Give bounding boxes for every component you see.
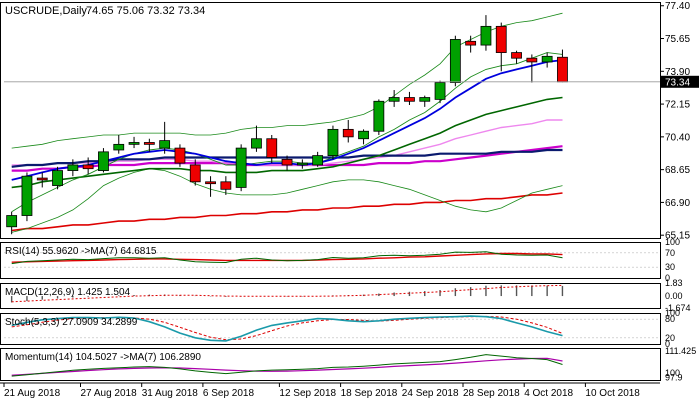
time-tick-label: 31 Aug 2018	[142, 388, 199, 399]
macd-title: MACD(12,26,9) 1.425 1.504	[5, 287, 131, 298]
momentum-tick-label: 111.425	[665, 346, 696, 356]
momentum-ma-line	[11, 357, 563, 376]
panel-frame-rsi	[0, 242, 661, 279]
stoch-tick-label: 20	[665, 333, 675, 343]
candle-body	[6, 215, 18, 228]
candle-body	[98, 151, 109, 171]
bollinger-lower-line	[11, 168, 563, 233]
time-tick-label: 21 Aug 2018	[4, 388, 61, 399]
panel-frame-mom	[0, 348, 661, 381]
candle-body	[189, 164, 201, 183]
time-tick-label: 4 Oct 2018	[524, 388, 573, 399]
price-tick-label: 66.90	[665, 198, 690, 209]
candle-body	[281, 158, 293, 166]
candle-body	[113, 143, 125, 151]
candle-body	[388, 97, 400, 102]
candle-body	[251, 138, 262, 149]
candle-body	[419, 97, 431, 102]
price-tick-label: 65.15	[665, 231, 690, 242]
momentum-line	[11, 354, 563, 377]
candle-body	[67, 164, 79, 171]
candle-body	[541, 55, 553, 63]
rsi-line	[11, 251, 563, 265]
stoch-tick-label: 80	[665, 314, 675, 324]
candle-body	[174, 147, 186, 164]
rsi-tick-label: 70	[665, 248, 675, 258]
time-tick-label: 6 Sep 2018	[203, 388, 255, 399]
candle-body	[404, 97, 415, 102]
last-price-tag	[661, 75, 699, 88]
candle-body	[36, 177, 48, 181]
ma-red-line	[11, 192, 563, 232]
candle-body	[296, 162, 308, 166]
price-tick-label: 70.40	[665, 132, 690, 143]
candle-body	[480, 25, 492, 46]
stoch-tick-label: 0	[665, 339, 670, 349]
candle-body	[128, 142, 140, 145]
rsi-tick-label: 0	[665, 273, 670, 283]
panel-frame-macd	[0, 283, 661, 309]
candle-body	[21, 175, 33, 216]
time-tick-label: 10 Oct 2018	[585, 388, 640, 399]
candle-body	[82, 164, 94, 170]
price-tick-label: 73.90	[665, 67, 690, 78]
rsi-tick-label: 100	[665, 237, 680, 247]
time-tick-label: 28 Sep 2018	[463, 388, 520, 399]
stoch-k-line	[11, 315, 563, 342]
candle-body	[557, 56, 568, 83]
candle-body	[312, 155, 324, 166]
candle-body	[495, 25, 507, 53]
macd-tick-label: -1.674	[665, 303, 691, 313]
macd-tick-label: 0.00	[665, 291, 683, 301]
candle-body	[52, 170, 63, 186]
momentum-tick-label: 100	[665, 368, 680, 378]
candle-body	[511, 52, 522, 59]
candle-body	[434, 82, 446, 100]
momentum-tick-label: 97.9	[665, 372, 683, 382]
candle-body	[342, 128, 354, 138]
rsi-tick-label: 30	[665, 262, 675, 272]
price-tick-label: 75.65	[665, 34, 690, 45]
time-tick-label: 18 Sep 2018	[341, 388, 398, 399]
panel-frame-main	[0, 2, 661, 239]
stoch-tick-label: 100	[665, 308, 680, 318]
momentum-title: Momentum(14) 104.5027 ->MA(7) 106.2890	[5, 352, 201, 363]
price-tick-label: 68.65	[665, 165, 690, 176]
candle-body	[373, 100, 385, 132]
price-tick-label: 77.40	[665, 1, 690, 12]
candle-body	[220, 181, 232, 190]
macd-tick-label: 1.83	[665, 278, 683, 288]
candle-body	[358, 130, 369, 140]
symbol-timeframe: USCRUDE,Daily	[5, 5, 87, 17]
candle-body	[327, 128, 339, 156]
panel-frame-sto	[0, 313, 661, 345]
candle-body	[449, 39, 461, 83]
candle-body	[205, 181, 216, 185]
time-tick-label: 27 Aug 2018	[81, 388, 138, 399]
time-tick-label: 12 Sep 2018	[279, 388, 336, 399]
candle-body	[143, 142, 155, 145]
time-tick-label: 24 Sep 2018	[402, 388, 459, 399]
stoch-title: Stoch(5,3,3) 27.0909 34.2899	[5, 317, 138, 328]
last-price-label: 73.34	[665, 77, 690, 88]
price-tick-label: 72.15	[665, 100, 690, 111]
candle-body	[235, 147, 247, 188]
candle-body	[465, 40, 477, 46]
candle-body	[266, 138, 278, 158]
candle-body	[159, 140, 171, 149]
candle-body	[526, 57, 538, 63]
rsi-title: RSI(14) 55.9620 ->MA(7) 64.6815	[5, 246, 157, 257]
ohlc-readout: 74.65 75.06 73.32 73.34	[86, 5, 205, 17]
ma-green-line	[11, 96, 563, 189]
